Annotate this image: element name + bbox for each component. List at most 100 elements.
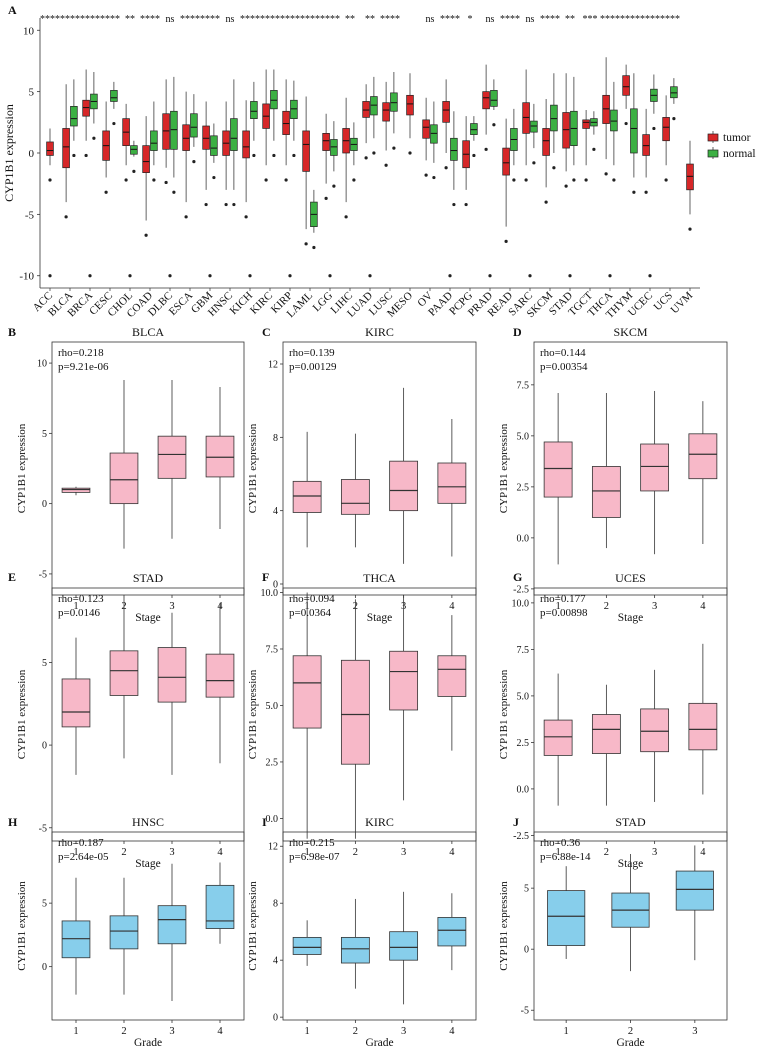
normal-box [650, 74, 658, 131]
tumor-box [422, 97, 430, 177]
box-iqr [542, 128, 550, 156]
y-tick-label: 10.0 [261, 588, 279, 599]
normal-box [530, 103, 538, 165]
significance-label: **** [540, 14, 560, 25]
box-iqr [302, 130, 310, 172]
category-lihc: **LIHC [328, 14, 358, 316]
box-iqr [550, 104, 558, 132]
y-tick-label: 5 [42, 429, 47, 440]
y-axis-label: CYP1B1 expression [247, 669, 259, 759]
plot-frame [533, 341, 728, 596]
box-iqr [162, 113, 170, 150]
category-lgg: ****LGG [311, 14, 340, 314]
panel-title: STAD [615, 815, 646, 829]
normal-box [670, 78, 678, 121]
category-read: ****READ [485, 14, 520, 319]
significance-label: ns [226, 14, 235, 25]
box-iqr [130, 145, 138, 155]
box-3 [640, 669, 670, 802]
outlier [392, 146, 396, 150]
outlier [592, 147, 596, 151]
significance-label: **** [600, 14, 620, 25]
normal-box [130, 140, 138, 174]
x-tick-label: UVM [668, 289, 695, 316]
significance-label: **** [100, 14, 120, 25]
box-2 [340, 599, 370, 839]
legend-swatch [707, 133, 719, 142]
legend-label: normal [723, 148, 756, 160]
outlier [408, 151, 412, 155]
x-tick-label: 1 [556, 601, 561, 612]
outlier [612, 178, 616, 182]
y-tick-label: 2.5 [517, 482, 530, 493]
x-tick-label: 3 [652, 601, 657, 612]
x-tick-label: 2 [628, 1026, 633, 1037]
outlier [584, 178, 588, 182]
tumor-box [222, 101, 230, 207]
y-tick-label: -5 [39, 823, 47, 834]
x-tick-label: KICH [228, 290, 256, 318]
significance-label: ** [565, 14, 575, 25]
x-axis-label: Stage [618, 612, 644, 624]
outlier [512, 178, 516, 182]
outlier-floor [248, 274, 252, 278]
box-iqr [437, 917, 467, 947]
box-iqr [270, 90, 278, 110]
normal-box [450, 111, 458, 207]
tumor-box [242, 100, 250, 219]
tumor-box [282, 79, 290, 182]
box-3 [640, 390, 670, 555]
x-tick-label: 4 [449, 601, 455, 612]
significance-label: **** [200, 14, 220, 25]
box-iqr [170, 110, 178, 150]
outlier [72, 153, 76, 158]
outlier [132, 169, 136, 174]
y-tick-label: 0 [42, 962, 47, 973]
stat-p: p=0.00354 [540, 361, 588, 373]
panel-title: THCA [363, 571, 396, 585]
y-tick-label: -2.5 [513, 584, 529, 595]
significance-label: **** [660, 14, 680, 25]
significance-label: **** [180, 14, 200, 25]
legend-label: tumor [723, 132, 751, 144]
tumor-box [522, 69, 530, 182]
y-tick-label: 10 [37, 359, 47, 370]
x-tick-label: 2 [353, 1026, 358, 1037]
x-axis-label: Grade [365, 1037, 393, 1049]
normal-box [90, 72, 98, 140]
box-2 [109, 877, 139, 995]
box-iqr [282, 110, 290, 135]
tumor-box [102, 101, 110, 194]
box-iqr [250, 101, 258, 119]
stat-rho: rho=0.144 [540, 347, 586, 359]
tumor-box [46, 128, 54, 182]
y-tick-label: -5 [25, 209, 35, 221]
x-axis-label: Grade [134, 1037, 162, 1049]
panel-title: UCES [615, 571, 646, 585]
box-1 [61, 486, 91, 496]
tumor-box [142, 116, 150, 237]
stat-p: p=6.88e-14 [540, 851, 591, 863]
tumor-box [382, 81, 390, 167]
x-tick-label: 4 [449, 1026, 455, 1037]
tumor-box [482, 64, 490, 151]
outlier [232, 202, 236, 207]
tumor-box [662, 95, 670, 182]
panel-label: C [262, 325, 271, 339]
outlier [284, 178, 288, 182]
box-iqr [582, 119, 590, 129]
outlier-floor [608, 274, 612, 278]
tumor-box [362, 84, 370, 160]
box-4 [437, 615, 467, 751]
box-iqr [182, 124, 190, 151]
outlier [252, 153, 256, 158]
box-iqr [502, 147, 510, 176]
tumor-box [122, 103, 130, 182]
outlier [84, 153, 88, 158]
box-iqr [422, 119, 430, 139]
x-axis-label: Stage [367, 612, 393, 624]
panel-title: KIRC [365, 815, 394, 829]
outlier [424, 173, 428, 177]
